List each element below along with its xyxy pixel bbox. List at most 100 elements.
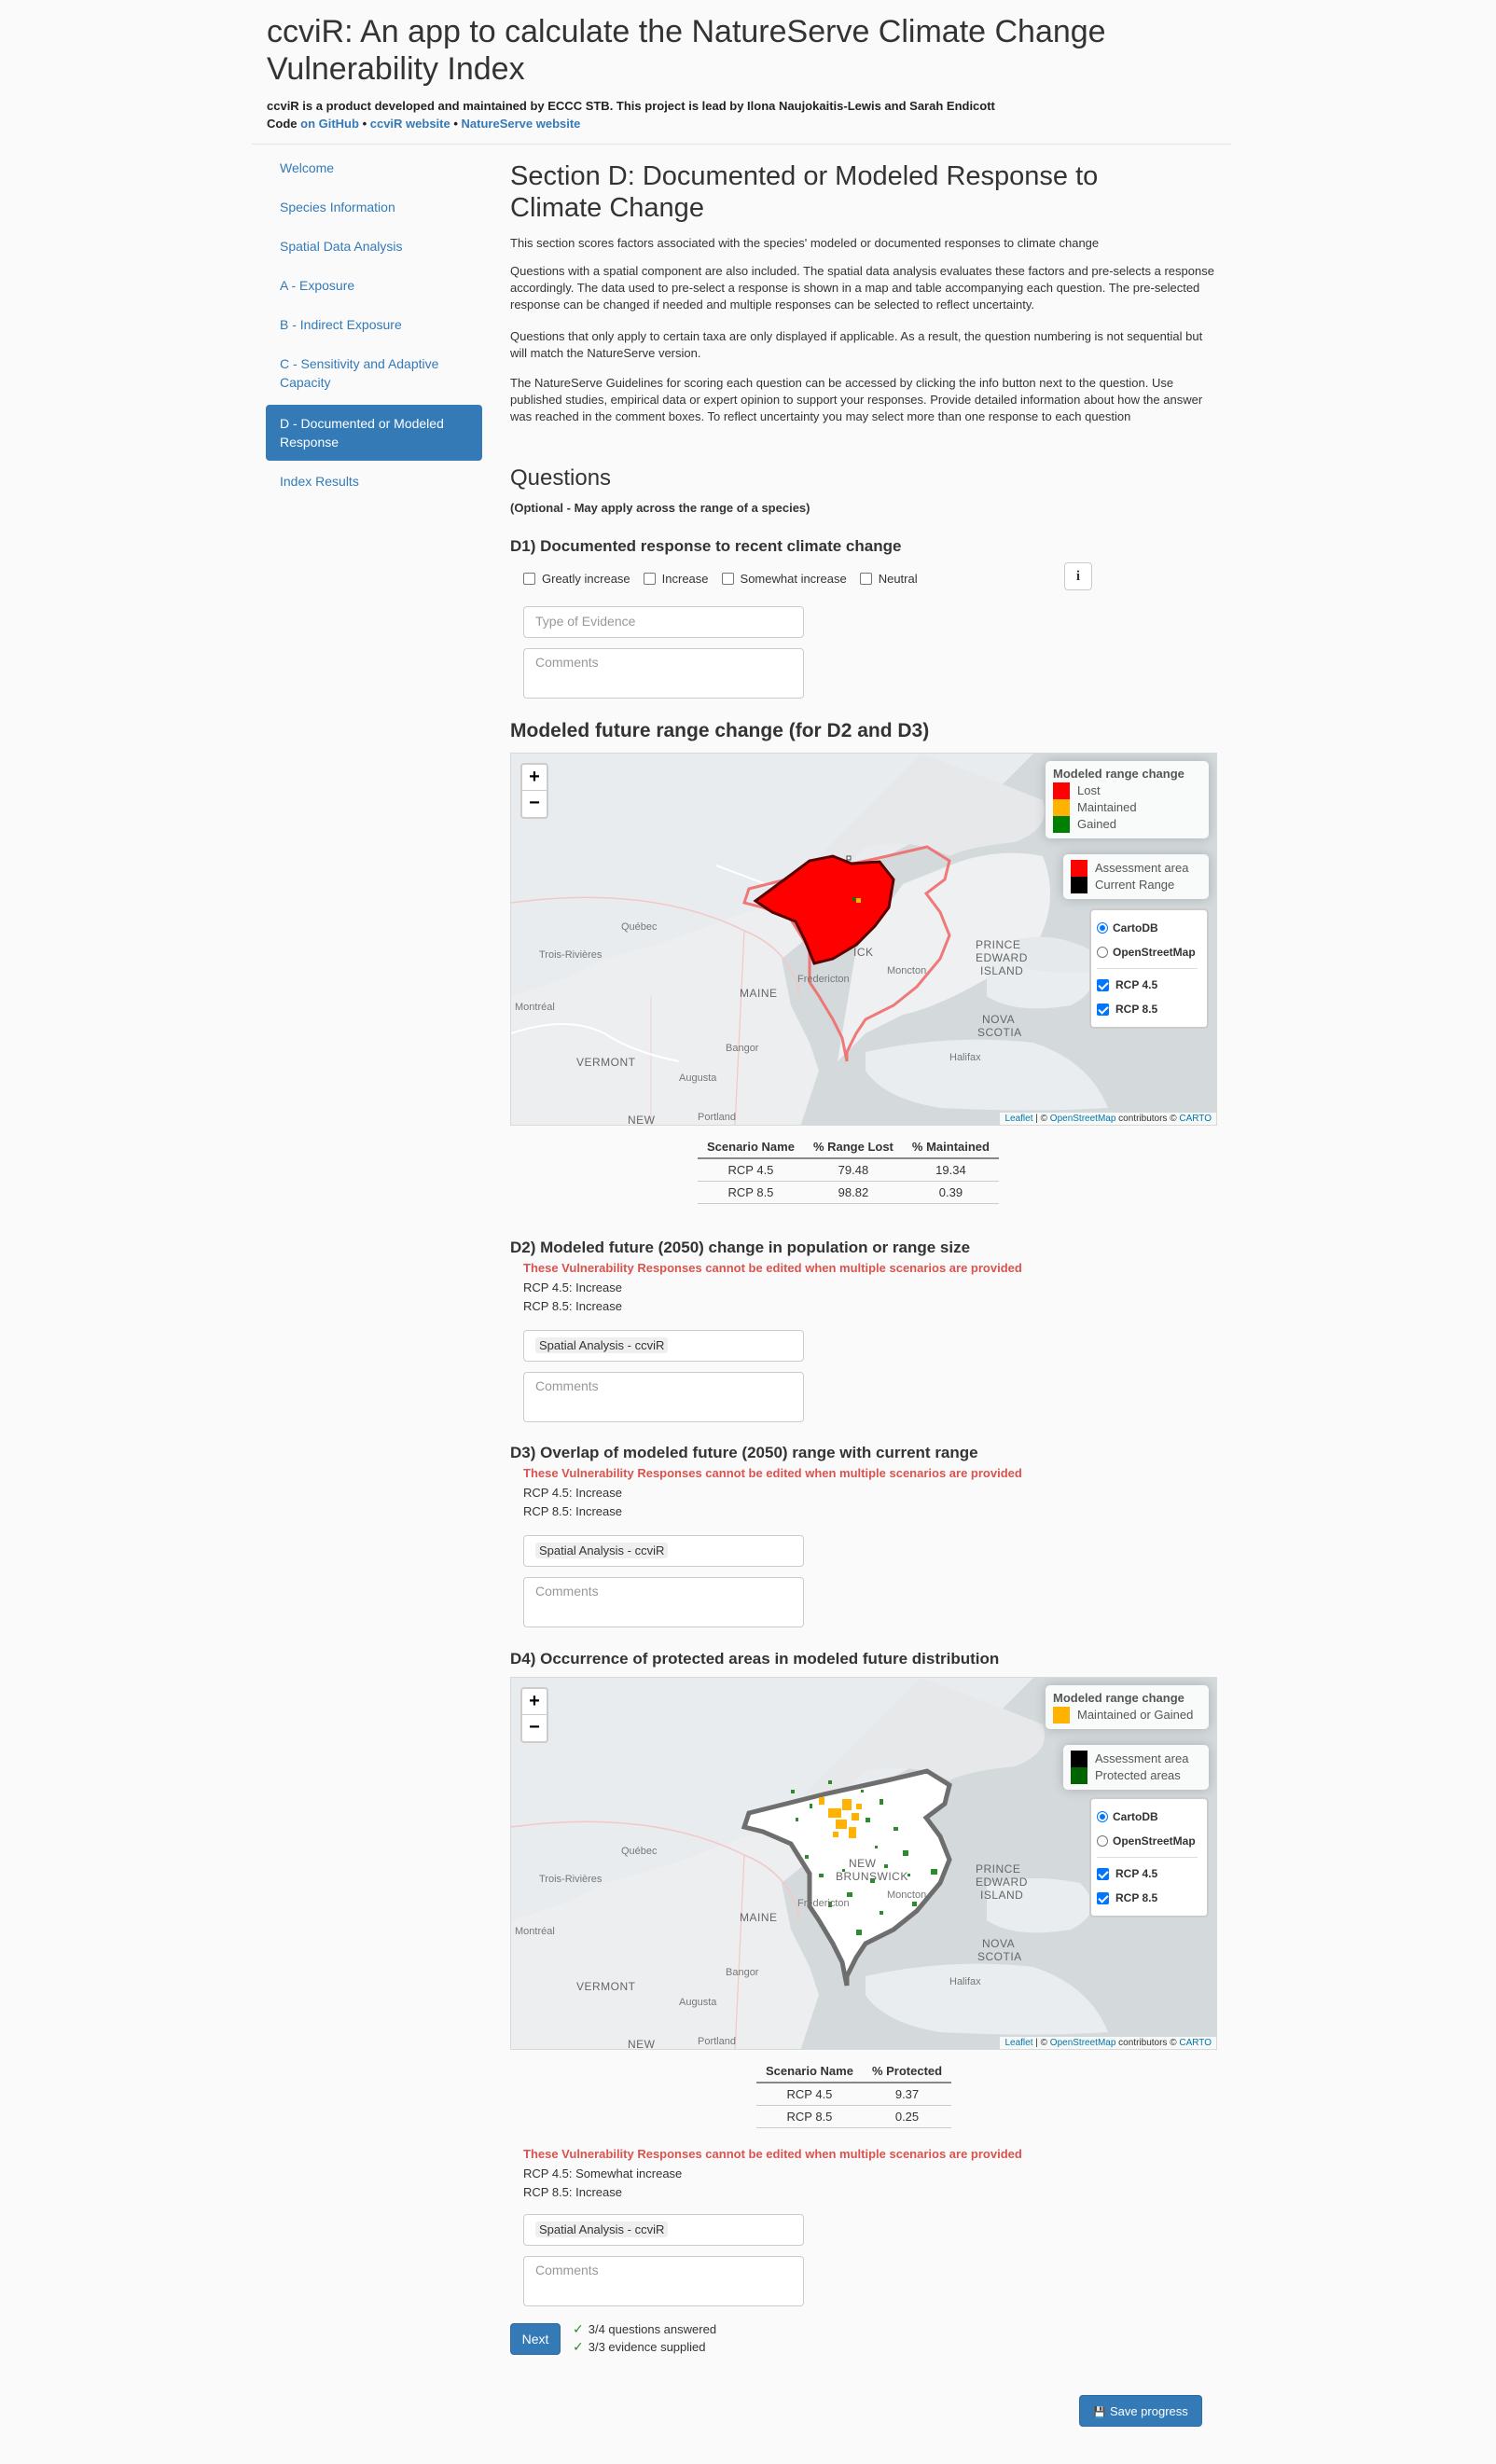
zoom-out-button[interactable]: − [529, 793, 540, 813]
map2-attribution: Leaflet | © OpenStreetMap contributors ©… [1000, 2037, 1216, 2049]
natureserve-website-link[interactable]: NatureServe website [461, 117, 581, 131]
layer-label: CartoDB [1113, 921, 1158, 934]
d1-increase-checkbox[interactable] [643, 573, 656, 585]
d1-option-label: Greatly increase [542, 572, 630, 586]
layer-label: CartoDB [1113, 1810, 1158, 1823]
section-intro-4: The NatureServe Guidelines for scoring e… [510, 376, 1203, 423]
table-cell: 98.82 [803, 1181, 903, 1204]
rcp45-checkbox[interactable] [1097, 1867, 1109, 1880]
status-text: 3/4 questions answered [588, 2322, 717, 2336]
layer-label: RCP 8.5 [1115, 1891, 1158, 1904]
legend-label: Gained [1077, 817, 1116, 831]
osm-link[interactable]: OpenStreetMap [1049, 2038, 1116, 2048]
evidence-tag: Spatial Analysis - ccviR [535, 1337, 669, 1353]
sidebar-item-index-results[interactable]: Index Results [280, 474, 359, 489]
range-change-map[interactable]: Québec Trois-Rivières Montréal MAINE VER… [510, 753, 1217, 1126]
map-label: Bangor [726, 1967, 759, 1978]
d2-response-rcp45: RCP 4.5: Increase [523, 1280, 622, 1294]
map1-attribution: Leaflet | © OpenStreetMap contributors ©… [1000, 1113, 1216, 1125]
table-cell: 79.48 [803, 1158, 903, 1182]
sidebar-item-documented-response[interactable]: D - Documented or Modeled Response [266, 405, 482, 461]
carto-link[interactable]: CARTO [1179, 1114, 1212, 1124]
osm-link[interactable]: OpenStreetMap [1049, 1114, 1116, 1124]
map1-heading: Modeled future range change (for D2 and … [510, 720, 930, 741]
d1-neutral-checkbox[interactable] [859, 573, 872, 585]
legend-item-assessment-area: Assessment area [1071, 1751, 1201, 1767]
overlay-rcp85[interactable]: RCP 8.5 [1097, 1886, 1198, 1910]
layer-label: RCP 4.5 [1115, 1867, 1158, 1880]
zoom-out-button[interactable]: − [529, 1717, 540, 1737]
d1-comments-input[interactable]: Comments [523, 648, 804, 699]
sidebar-item-exposure[interactable]: A - Exposure [280, 278, 355, 293]
d1-somewhat-increase-checkbox[interactable] [721, 573, 734, 585]
d4-evidence-input[interactable]: Spatial Analysis - ccviR [523, 2214, 804, 2246]
map-label: ICK [853, 946, 874, 959]
table-cell: RCP 8.5 [756, 2105, 863, 2128]
sidebar-item-welcome[interactable]: Welcome [280, 160, 335, 175]
sidebar-item-indirect-exposure[interactable]: B - Indirect Exposure [280, 317, 402, 332]
map1-layer-control: CartoDB OpenStreetMap RCP 4.5 RCP 8.5 [1089, 908, 1209, 1029]
overlay-rcp45[interactable]: RCP 4.5 [1097, 1862, 1198, 1886]
layer-cartodb[interactable]: CartoDB [1097, 1805, 1198, 1829]
overlay-rcp45[interactable]: RCP 4.5 [1097, 973, 1198, 997]
map2-range-legend: Modeled range change Maintained or Gaine… [1046, 1685, 1209, 1729]
zoom-in-button[interactable]: + [522, 765, 547, 791]
rcp85-checkbox[interactable] [1097, 1891, 1109, 1904]
carto-link[interactable]: CARTO [1179, 2038, 1212, 2048]
github-link[interactable]: on GitHub [300, 117, 359, 131]
ccvir-website-link[interactable]: ccviR website [369, 117, 450, 131]
layer-osm[interactable]: OpenStreetMap [1097, 940, 1198, 964]
cartodb-radio[interactable] [1097, 1811, 1108, 1822]
map1-zoom-control: + − [520, 763, 548, 819]
leaflet-link[interactable]: Leaflet [1004, 2038, 1033, 2048]
questions-subheading: (Optional - May apply across the range o… [510, 501, 810, 515]
separator: • [450, 117, 462, 131]
attribution-text: contributors © [1115, 2038, 1180, 2048]
map-label: Halifax [949, 1976, 981, 1987]
legend-item-protected-areas: Protected areas [1071, 1767, 1201, 1784]
d4-comments-input[interactable]: Comments [523, 2256, 804, 2306]
osm-radio[interactable] [1097, 947, 1108, 958]
rcp85-checkbox[interactable] [1097, 1003, 1109, 1016]
code-prefix: Code [267, 117, 301, 131]
d1-option-label: Increase [661, 572, 709, 586]
table-cell: 9.37 [862, 2083, 952, 2106]
map-label: Augusta [679, 1073, 717, 1084]
zoom-in-button[interactable]: + [522, 1689, 547, 1715]
map-label: SCOTIA [977, 1026, 1022, 1039]
map-label: NEW [849, 1857, 877, 1870]
legend-label: Current Range [1095, 878, 1175, 892]
d1-info-button[interactable]: i [1064, 562, 1092, 590]
table-row: RCP 8.5 98.82 0.39 [698, 1181, 999, 1204]
overlay-rcp85[interactable]: RCP 8.5 [1097, 997, 1198, 1021]
table-header: % Range Lost [803, 1136, 903, 1159]
d3-evidence-input[interactable]: Spatial Analysis - ccviR [523, 1535, 804, 1567]
attribution-text: contributors © [1115, 1114, 1180, 1124]
map2-boundary-legend: Assessment area Protected areas [1063, 1745, 1209, 1790]
save-label: Save progress [1109, 2404, 1188, 2418]
sidebar-item-species-information[interactable]: Species Information [280, 200, 395, 215]
layer-cartodb[interactable]: CartoDB [1097, 916, 1198, 940]
d1-evidence-input[interactable]: Type of Evidence [523, 606, 804, 638]
cartodb-radio[interactable] [1097, 922, 1108, 934]
d3-comments-input[interactable]: Comments [523, 1577, 804, 1627]
d1-greatly-increase-checkbox[interactable] [523, 573, 535, 585]
d2-evidence-input[interactable]: Spatial Analysis - ccviR [523, 1330, 804, 1362]
d2-comments-input[interactable]: Comments [523, 1372, 804, 1422]
d3-response-rcp45: RCP 4.5: Increase [523, 1486, 622, 1500]
sidebar-item-sensitivity[interactable]: C - Sensitivity and Adaptive Capacity [280, 356, 439, 390]
next-button[interactable]: Next [510, 2323, 561, 2355]
sidebar-item-spatial-data-analysis[interactable]: Spatial Data Analysis [280, 239, 403, 254]
map-label: Augusta [679, 1997, 717, 2008]
protected-areas-map[interactable]: Québec Trois-Rivières Montréal MAINE VER… [510, 1677, 1217, 2050]
map-label: Bangor [726, 1043, 759, 1054]
osm-radio[interactable] [1097, 1835, 1108, 1847]
save-icon: 💾 [1093, 2407, 1106, 2418]
legend-swatch [1053, 1707, 1070, 1723]
leaflet-link[interactable]: Leaflet [1004, 1114, 1033, 1124]
rcp45-checkbox[interactable] [1097, 978, 1109, 991]
legend-item-lost: Lost [1053, 782, 1201, 799]
layer-osm[interactable]: OpenStreetMap [1097, 1829, 1198, 1853]
save-progress-button[interactable]: 💾 Save progress [1079, 2395, 1202, 2427]
legend-swatch [1053, 816, 1070, 833]
